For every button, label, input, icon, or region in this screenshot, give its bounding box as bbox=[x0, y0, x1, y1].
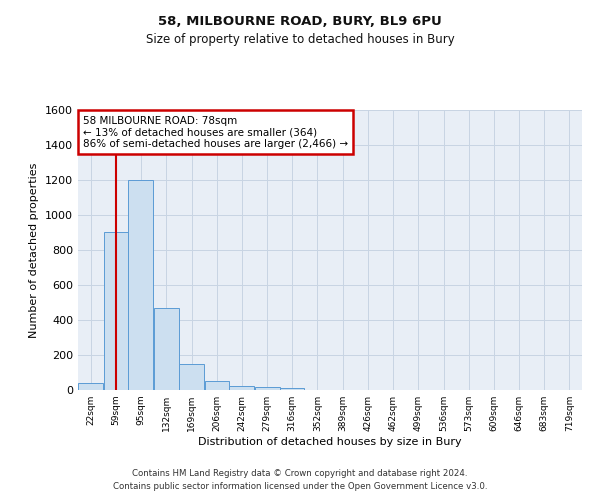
Text: Size of property relative to detached houses in Bury: Size of property relative to detached ho… bbox=[146, 32, 454, 46]
Bar bbox=[229, 386, 254, 390]
Bar bbox=[154, 308, 179, 390]
Text: 58 MILBOURNE ROAD: 78sqm
← 13% of detached houses are smaller (364)
86% of semi-: 58 MILBOURNE ROAD: 78sqm ← 13% of detach… bbox=[83, 116, 348, 149]
Bar bbox=[205, 381, 229, 390]
Bar bbox=[78, 383, 103, 390]
Bar bbox=[254, 388, 280, 390]
Text: Contains public sector information licensed under the Open Government Licence v3: Contains public sector information licen… bbox=[113, 482, 487, 491]
Text: Contains HM Land Registry data © Crown copyright and database right 2024.: Contains HM Land Registry data © Crown c… bbox=[132, 468, 468, 477]
X-axis label: Distribution of detached houses by size in Bury: Distribution of detached houses by size … bbox=[198, 437, 462, 447]
Bar bbox=[280, 388, 304, 390]
Bar bbox=[179, 364, 204, 390]
Y-axis label: Number of detached properties: Number of detached properties bbox=[29, 162, 40, 338]
Bar bbox=[128, 180, 154, 390]
Text: 58, MILBOURNE ROAD, BURY, BL9 6PU: 58, MILBOURNE ROAD, BURY, BL9 6PU bbox=[158, 15, 442, 28]
Bar bbox=[104, 232, 128, 390]
